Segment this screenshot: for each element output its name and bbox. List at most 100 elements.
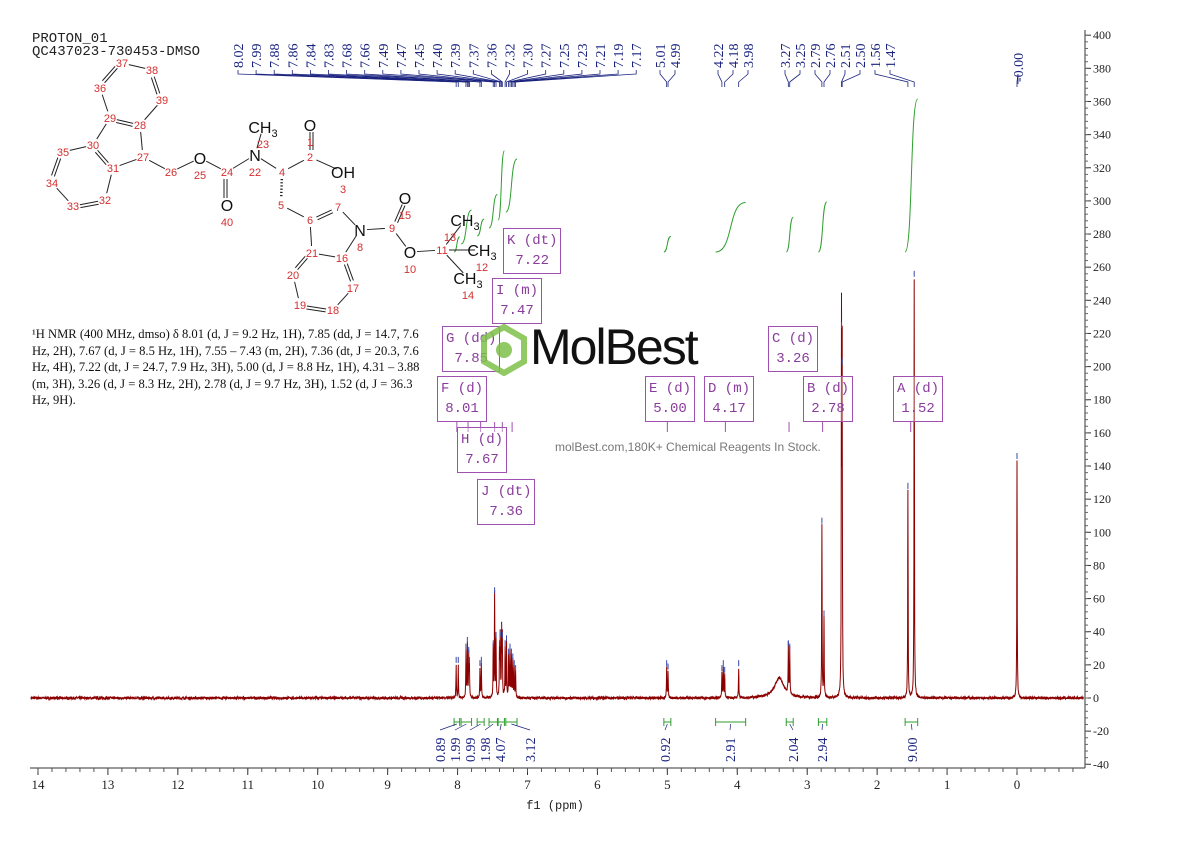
peak-label: 7.32 (504, 44, 519, 69)
bond (140, 131, 143, 151)
peak-label-connector (454, 70, 501, 87)
peak-label-connector (874, 70, 909, 87)
y-tick-label: 200 (1093, 360, 1111, 374)
peak-label-connector (738, 70, 749, 87)
bond (316, 159, 337, 170)
integral-value: 3.12 (524, 738, 539, 763)
peak-label-connector (506, 70, 528, 87)
atom-number: 40 (221, 217, 233, 229)
x-tick-label: 2 (874, 777, 881, 792)
multiplet-shift: 7.67 (465, 452, 499, 468)
atom-symbol: CH3 (248, 120, 277, 140)
peak-label-connector (418, 70, 497, 87)
atom-number: 11 (436, 245, 447, 257)
multiplet-label: J (dt) (481, 484, 532, 500)
multiplet-shift: 7.85 (454, 351, 489, 367)
peak-label: 1.47 (884, 44, 899, 69)
molbest-logo-icon (481, 324, 527, 376)
multiplet-label: H (d) (461, 432, 504, 448)
double-bond (101, 65, 116, 82)
integral-curve (715, 202, 746, 253)
y-tick-label: 400 (1093, 28, 1111, 42)
bond (286, 207, 305, 218)
peak-label: 7.84 (304, 44, 319, 69)
atom-number: 12 (476, 262, 488, 274)
multiplet-box: B (d) 2.78 (803, 376, 854, 422)
peak-label-connector (511, 70, 583, 87)
multiplet-box: K (dt) 7.22 (503, 228, 562, 274)
x-tick-label: 5 (664, 777, 671, 792)
atom-number: 5 (278, 200, 284, 212)
atom-number: 34 (46, 178, 58, 190)
integral-value: 2.91 (724, 738, 739, 763)
atom-number: 39 (156, 95, 168, 107)
y-tick-label: 140 (1093, 459, 1111, 473)
bond (177, 160, 194, 170)
bond (342, 211, 356, 226)
double-bond (150, 77, 158, 95)
multiplet-shift: 8.01 (445, 401, 479, 417)
peak-label: 2.76 (824, 44, 839, 69)
peak-label: 7.36 (485, 44, 500, 69)
nmr-description: ¹H NMR (400 MHz, dmso) δ 8.01 (d, J = 9.… (32, 327, 420, 407)
peak-label: 7.47 (395, 44, 410, 69)
multiplet-box: E (d) 5.00 (645, 376, 696, 422)
atom-number: 30 (87, 140, 99, 152)
atom-number: 23 (257, 139, 269, 151)
x-tick-label: 9 (384, 777, 391, 792)
integral-value: 9.00 (906, 738, 921, 763)
integral-curve (460, 209, 472, 245)
peak-label: 3.25 (794, 44, 809, 69)
atom-number: 9 (389, 223, 395, 235)
integral-connector (454, 723, 467, 731)
integral-curve (904, 98, 919, 253)
x-tick-label: 11 (242, 777, 255, 792)
y-tick-label: -40 (1093, 757, 1109, 771)
spectrum-line (30, 279, 1084, 702)
peak-label: 7.40 (431, 44, 446, 69)
atom-number: 1 (307, 137, 313, 149)
multiplet-label: F (d) (441, 381, 484, 397)
bond (53, 158, 62, 177)
atom-number: 8 (357, 242, 363, 254)
multiplet-shift: 4.17 (712, 401, 746, 417)
peak-label: 7.45 (413, 44, 428, 69)
peak-label: 7.99 (250, 44, 265, 69)
peak-label-connector (667, 70, 676, 87)
peak-label: 8.02 (232, 44, 247, 69)
integral-curve (497, 150, 505, 221)
atom-number: 17 (347, 283, 359, 295)
peak-label: 4.18 (727, 44, 742, 69)
y-tick-label: 180 (1093, 393, 1111, 407)
peak-label: 4.99 (669, 44, 684, 69)
atom-number: 14 (462, 290, 474, 302)
atom-number: 4 (279, 167, 285, 179)
multiplet-shift: 1.52 (901, 401, 935, 417)
atom-number: 31 (107, 163, 119, 175)
integral-curve (817, 201, 828, 253)
peak-label-connector (255, 70, 459, 87)
bond (260, 158, 277, 169)
atom-symbol: N (249, 148, 261, 165)
bond (128, 64, 146, 69)
bond (106, 174, 112, 194)
peak-label: 7.21 (594, 44, 609, 69)
y-tick-label: 320 (1093, 161, 1111, 175)
atom-number: 33 (67, 201, 79, 213)
atom-number: 24 (221, 167, 233, 179)
peak-label: 7.49 (377, 44, 392, 69)
peak-label-connector (515, 70, 637, 87)
y-tick-label: 0 (1093, 691, 1099, 705)
multiplet-shift: 2.78 (811, 401, 845, 417)
bond (79, 200, 99, 206)
multiplet-label: D (m) (708, 381, 751, 397)
atom-number: 28 (134, 120, 146, 132)
atom-number: 13 (444, 232, 456, 244)
atom-number: 10 (404, 264, 416, 276)
stereo-bond (279, 178, 284, 199)
integral-connector (511, 723, 531, 731)
peak-label-connector (659, 70, 668, 87)
integral-connector (789, 723, 794, 731)
multiplet-shift: 7.22 (515, 253, 550, 269)
multiplet-shift: 7.36 (489, 504, 524, 520)
